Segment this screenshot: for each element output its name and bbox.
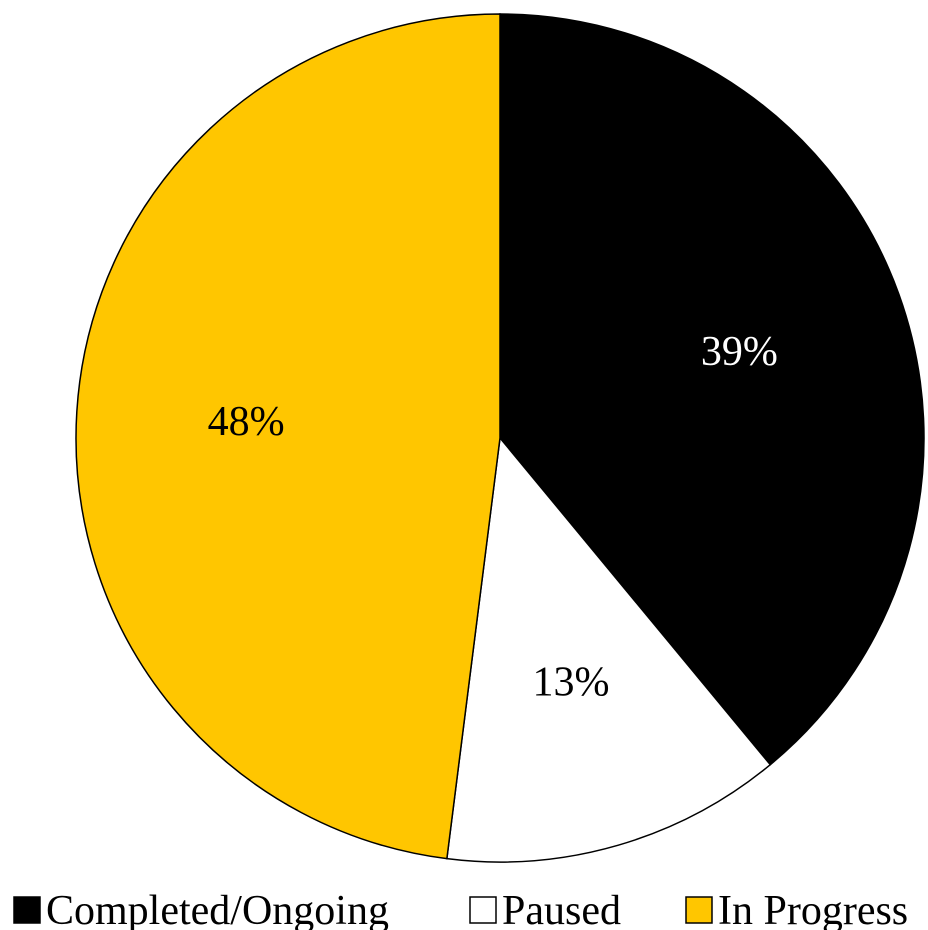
pie-slice-paused bbox=[446, 436, 772, 863]
legend-label-completed-ongoing: Completed/Ongoing bbox=[46, 888, 389, 930]
legend-item-in-progress: In Progress bbox=[685, 888, 908, 930]
legend: Completed/Ongoing Paused In Progress bbox=[13, 888, 908, 930]
legend-item-paused: Paused bbox=[469, 888, 621, 930]
legend-swatch-in-progress bbox=[685, 896, 713, 924]
legend-label-in-progress: In Progress bbox=[718, 888, 908, 930]
legend-swatch-paused bbox=[469, 896, 497, 924]
pie-slice-in-progress bbox=[75, 13, 501, 860]
legend-item-completed-ongoing: Completed/Ongoing bbox=[13, 888, 389, 930]
pie-slices bbox=[75, 13, 925, 863]
slice-label-in-progress: 48% bbox=[208, 399, 285, 445]
slice-label-paused: 13% bbox=[532, 659, 609, 705]
slice-labels: 39% 13% 48% bbox=[208, 329, 778, 705]
pie-slice-completed-ongoing bbox=[499, 13, 925, 766]
slice-label-completed-ongoing: 39% bbox=[701, 329, 778, 375]
legend-label-paused: Paused bbox=[502, 888, 621, 930]
legend-swatch-completed-ongoing bbox=[13, 896, 41, 924]
